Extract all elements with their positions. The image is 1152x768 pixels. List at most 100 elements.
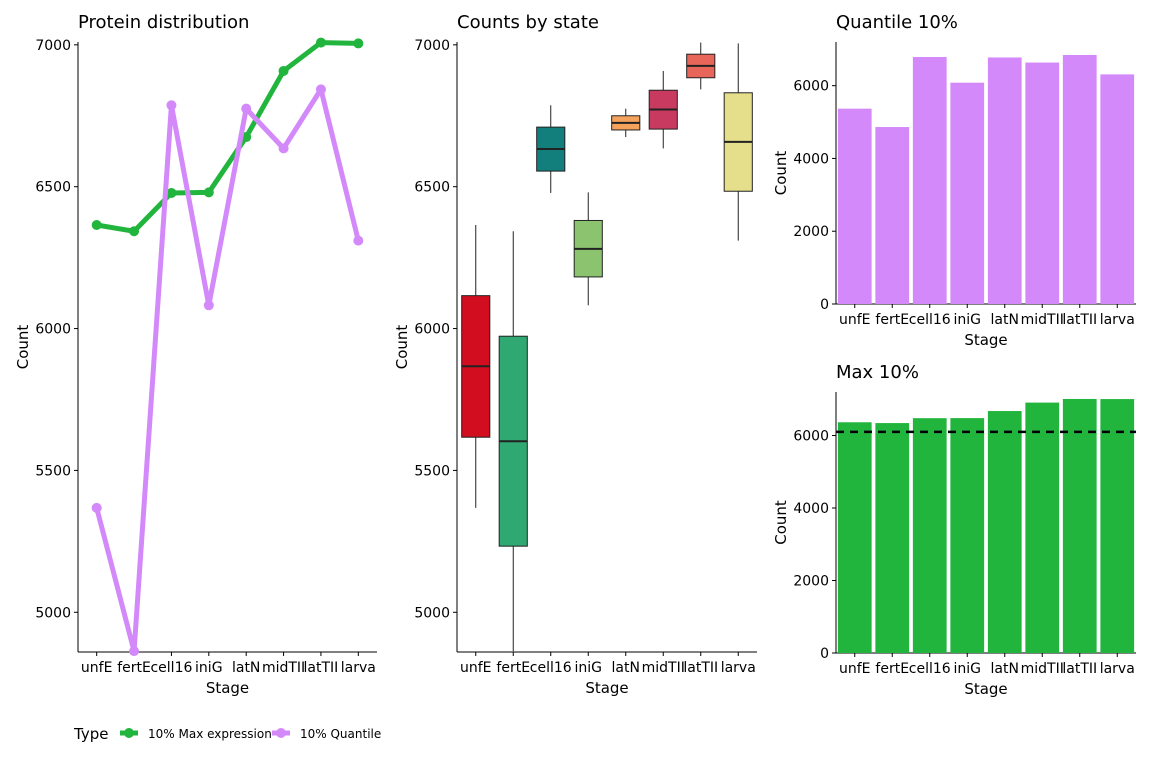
y-axis-label: Count [14,325,32,370]
x-tick-label: iniG [953,661,981,677]
bar [1062,54,1097,305]
bar [837,108,872,304]
series-point [353,38,364,49]
bar [875,127,910,304]
bar [875,423,910,653]
y-tick-label: 7000 [35,38,71,54]
y-tick-label: 5000 [414,605,450,621]
x-tick-label: fertE [496,660,530,676]
y-tick-label: 2000 [793,224,829,240]
series-point [129,646,140,657]
y-tick-label: 6500 [35,180,71,196]
x-tick-label: fertE [875,312,909,328]
x-tick-label: cell16 [909,661,951,677]
y-tick-label: 4000 [793,501,829,517]
x-tick-label: latN [232,660,260,676]
legend-swatch-point [276,728,286,738]
bar [837,422,872,653]
series-point [278,143,289,154]
y-tick-label: 5000 [35,605,71,621]
x-tick-label: larva [1100,661,1135,677]
series-point [91,220,102,230]
y-tick-label: 5500 [35,463,71,479]
x-tick-label: latTII [1062,661,1097,677]
x-tick-label: unfE [839,661,871,677]
bar [950,82,985,305]
x-tick-label: fertE [875,661,909,677]
series-point [203,187,214,198]
bar [912,57,947,304]
y-tick-label: 7000 [414,38,450,54]
legend-title: Type [73,725,108,743]
y-tick-label: 2000 [793,574,829,590]
bar [987,411,1022,653]
legend: Type 10% Max expression 10% Quantile [73,725,381,743]
series-point [129,226,140,237]
legend-label: 10% Max expression [148,727,272,741]
x-tick-label: midTII [1021,661,1064,677]
chart-title: Quantile 10% [836,12,958,33]
bar [1025,402,1060,653]
x-tick-label: cell16 [530,660,572,676]
y-tick-label: 5500 [414,463,450,479]
bar [1025,62,1060,304]
legend-item: 10% Max expression [120,727,272,741]
series-point [91,502,102,513]
chart-title: Protein distribution [78,12,249,33]
x-tick-label: midTII [262,660,305,676]
x-tick-label: cell16 [909,312,951,328]
y-tick-label: 6500 [414,180,450,196]
series-point [353,235,364,246]
bar [1100,74,1135,304]
x-tick-label: larva [721,660,756,676]
legend-swatch-point [124,728,134,738]
x-tick-label: fertE [117,660,151,676]
chart-panel-2: Counts by state 5000 5500 6000 6500 7000 unfE f… [393,12,757,697]
chart-panel-1: Protein distribution 5000 5500 6000 6500 7000… [14,12,377,697]
y-tick-label: 6000 [414,322,450,338]
series-point [315,84,326,95]
series-point [203,300,214,311]
y-tick-label: 6000 [793,429,829,445]
series-point [166,187,177,198]
y-tick-label: 6000 [35,322,71,338]
series-point [166,100,177,111]
x-tick-label: unfE [460,660,492,676]
x-tick-label: larva [341,660,376,676]
legend-label: 10% Quantile [300,727,381,741]
series-line-1 [94,40,361,234]
series-point [315,37,326,48]
series-point [241,103,252,114]
x-tick-label: latTII [683,660,718,676]
x-tick-label: larva [1100,312,1135,328]
y-axis-label: Count [772,500,790,545]
y-tick-label: 0 [820,297,829,313]
x-tick-label: unfE [839,312,871,328]
x-tick-label: latN [612,660,640,676]
bar [1100,399,1135,653]
series-line-2 [94,86,361,654]
bar [987,57,1022,305]
x-tick-label: midTII [642,660,685,676]
x-tick-label: midTII [1021,312,1064,328]
x-tick-label: unfE [81,660,113,676]
x-tick-label: latN [991,312,1019,328]
x-tick-label: iniG [574,660,602,676]
y-tick-label: 0 [820,646,829,662]
bar [912,418,947,653]
x-axis-label: Stage [964,331,1007,349]
y-tick-label: 6000 [793,79,829,95]
chart-panel-4: Max 10% 0 2000 4000 6000 unfE fertE cell16 iniG l… [772,362,1136,698]
series-point [278,65,289,76]
x-tick-label: iniG [953,312,981,328]
x-tick-label: latTII [1062,312,1097,328]
x-axis-label: Stage [964,680,1007,698]
chart-title: Counts by state [457,12,599,33]
x-tick-label: latTII [304,660,339,676]
x-axis-label: Stage [206,679,249,697]
x-tick-label: iniG [195,660,223,676]
y-tick-label: 4000 [793,151,829,167]
bar [1062,398,1097,653]
chart-title: Max 10% [836,362,919,383]
